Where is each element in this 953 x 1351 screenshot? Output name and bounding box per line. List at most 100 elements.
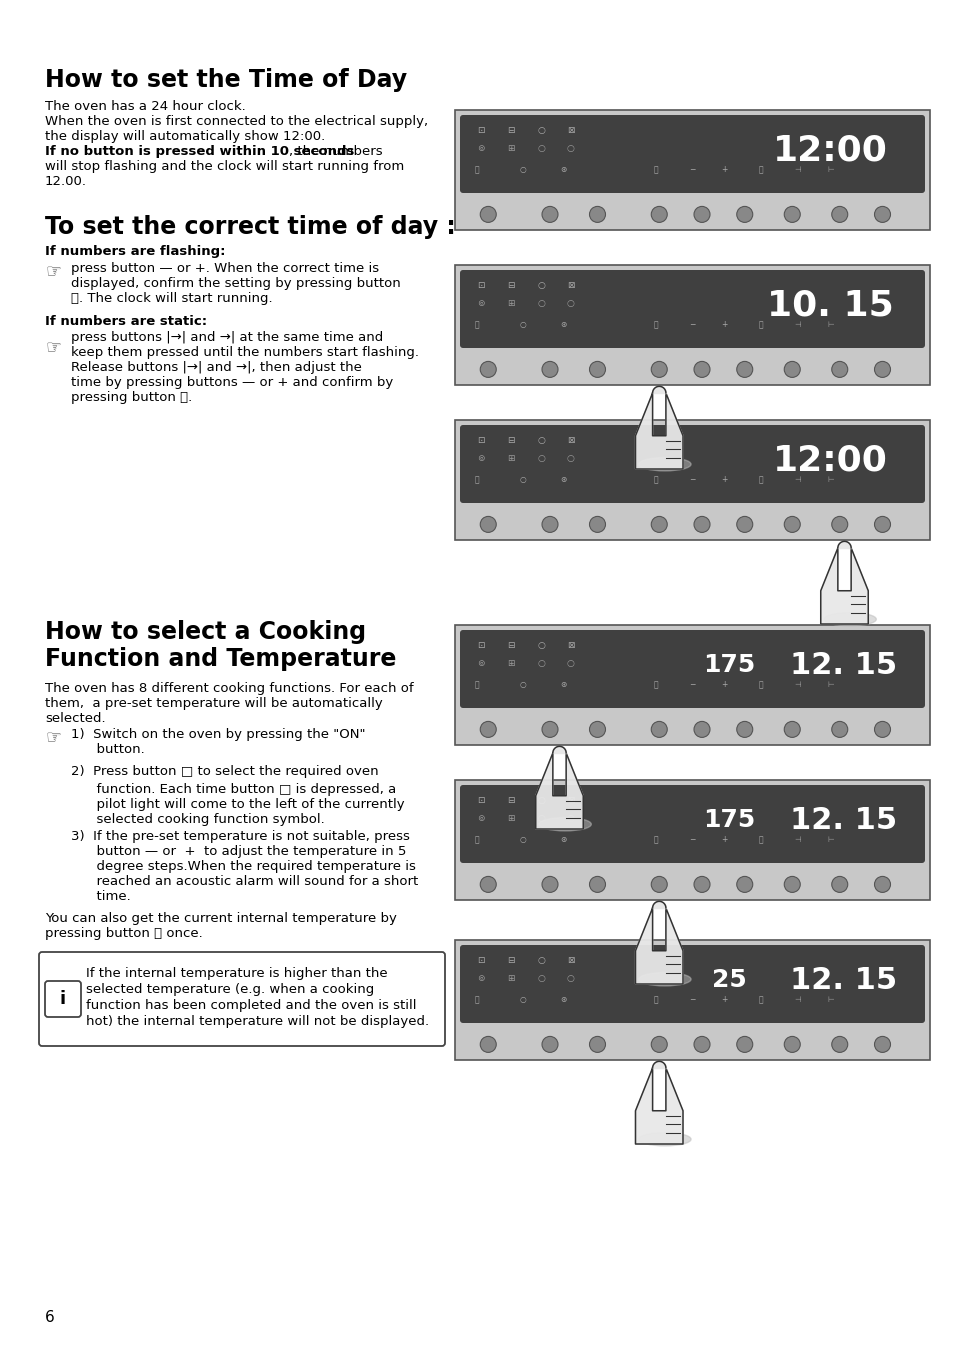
Text: ○: ○ [537,127,544,135]
Text: ⊣: ⊣ [794,165,801,174]
Text: ○: ○ [566,659,575,667]
Text: ⊢: ⊢ [826,320,833,330]
Text: ⊣: ⊣ [794,476,801,485]
Text: ⊞: ⊞ [507,813,515,823]
Text: 10. 15: 10. 15 [766,288,893,323]
Text: ⊢: ⊢ [826,996,833,1004]
Circle shape [479,207,496,223]
Text: ○: ○ [518,165,525,174]
Circle shape [693,362,709,377]
Text: −: − [689,476,695,485]
FancyBboxPatch shape [459,785,924,863]
Text: selected cooking function symbol.: selected cooking function symbol. [71,813,324,825]
Text: ○: ○ [518,996,525,1004]
Text: them,  a pre-set temperature will be automatically: them, a pre-set temperature will be auto… [45,697,382,711]
Circle shape [831,877,847,893]
Text: ⊢: ⊢ [826,476,833,485]
Text: ○: ○ [537,299,544,308]
Text: −: − [689,320,695,330]
Text: −: − [689,835,695,844]
Text: ⊟: ⊟ [507,642,515,650]
Circle shape [783,516,800,532]
Circle shape [693,516,709,532]
Circle shape [589,721,605,738]
Text: ○: ○ [566,143,575,153]
Text: ⊡: ⊡ [477,957,485,966]
Circle shape [479,1036,496,1052]
Text: pressing button Ⓒ once.: pressing button Ⓒ once. [45,927,203,940]
Circle shape [874,1036,889,1052]
Bar [455,940,929,1061]
Text: The oven has a 24 hour clock.: The oven has a 24 hour clock. [45,100,246,113]
Circle shape [589,1036,605,1052]
Text: ⊢: ⊢ [826,165,833,174]
Text: ☞: ☞ [45,262,61,280]
Text: ⊣: ⊣ [794,996,801,1004]
Text: ⊞: ⊞ [507,659,515,667]
Text: ○: ○ [537,813,544,823]
Text: Ⓟ: Ⓟ [474,165,478,174]
Text: ⊞: ⊞ [507,974,515,982]
Text: 12:00: 12:00 [772,443,886,477]
Text: If numbers are static:: If numbers are static: [45,315,207,328]
FancyBboxPatch shape [459,270,924,349]
Circle shape [831,721,847,738]
Circle shape [589,207,605,223]
Circle shape [651,362,666,377]
Text: −: − [689,165,695,174]
Polygon shape [635,393,682,469]
Text: ⊟: ⊟ [507,127,515,135]
FancyBboxPatch shape [39,952,444,1046]
Circle shape [736,721,752,738]
Circle shape [479,362,496,377]
Text: selected.: selected. [45,712,106,725]
Text: 25: 25 [711,969,746,993]
Text: ⊞: ⊞ [507,454,515,463]
Circle shape [541,207,558,223]
FancyBboxPatch shape [459,944,924,1023]
Text: ○: ○ [537,957,544,966]
Text: ⊣: ⊣ [794,835,801,844]
Text: ⊚: ⊚ [477,813,485,823]
Circle shape [541,516,558,532]
Text: +: + [720,476,727,485]
Circle shape [541,362,558,377]
Text: 12.00.: 12.00. [45,176,87,188]
Circle shape [736,877,752,893]
Text: ⊟: ⊟ [507,797,515,805]
Text: If numbers are flashing:: If numbers are flashing: [45,245,225,258]
Text: ⊠: ⊠ [566,957,574,966]
Text: ⊛: ⊛ [560,320,567,330]
Text: ⊠: ⊠ [566,127,574,135]
Text: ⊠: ⊠ [566,642,574,650]
Text: i: i [60,990,66,1008]
Text: Ⓟ: Ⓟ [474,320,478,330]
Text: ○: ○ [537,659,544,667]
Circle shape [831,207,847,223]
Text: ○: ○ [518,681,525,689]
Text: ⊣: ⊣ [794,681,801,689]
Text: Ⓔ: Ⓔ [759,165,762,174]
Text: ○: ○ [537,642,544,650]
Circle shape [874,516,889,532]
Text: ⊟: ⊟ [507,281,515,290]
Text: Ⓟ: Ⓟ [474,835,478,844]
Text: Ⓒ: Ⓒ [653,476,658,485]
Bar [455,780,929,900]
Text: press buttons |→| and →| at the same time and: press buttons |→| and →| at the same tim… [71,331,383,345]
Text: The oven has 8 different cooking functions. For each of: The oven has 8 different cooking functio… [45,682,414,694]
Circle shape [693,877,709,893]
Circle shape [541,1036,558,1052]
Text: ⊛: ⊛ [560,835,567,844]
Text: Ⓒ: Ⓒ [653,996,658,1004]
Text: 175: 175 [702,808,755,832]
Text: Ⓔ: Ⓔ [759,681,762,689]
Ellipse shape [639,1132,690,1146]
Text: ○: ○ [537,436,544,446]
Text: +: + [720,165,727,174]
Text: Ⓔ: Ⓔ [759,835,762,844]
FancyBboxPatch shape [459,630,924,708]
Circle shape [541,877,558,893]
Text: ⊛: ⊛ [560,681,567,689]
Text: −: − [689,996,695,1004]
